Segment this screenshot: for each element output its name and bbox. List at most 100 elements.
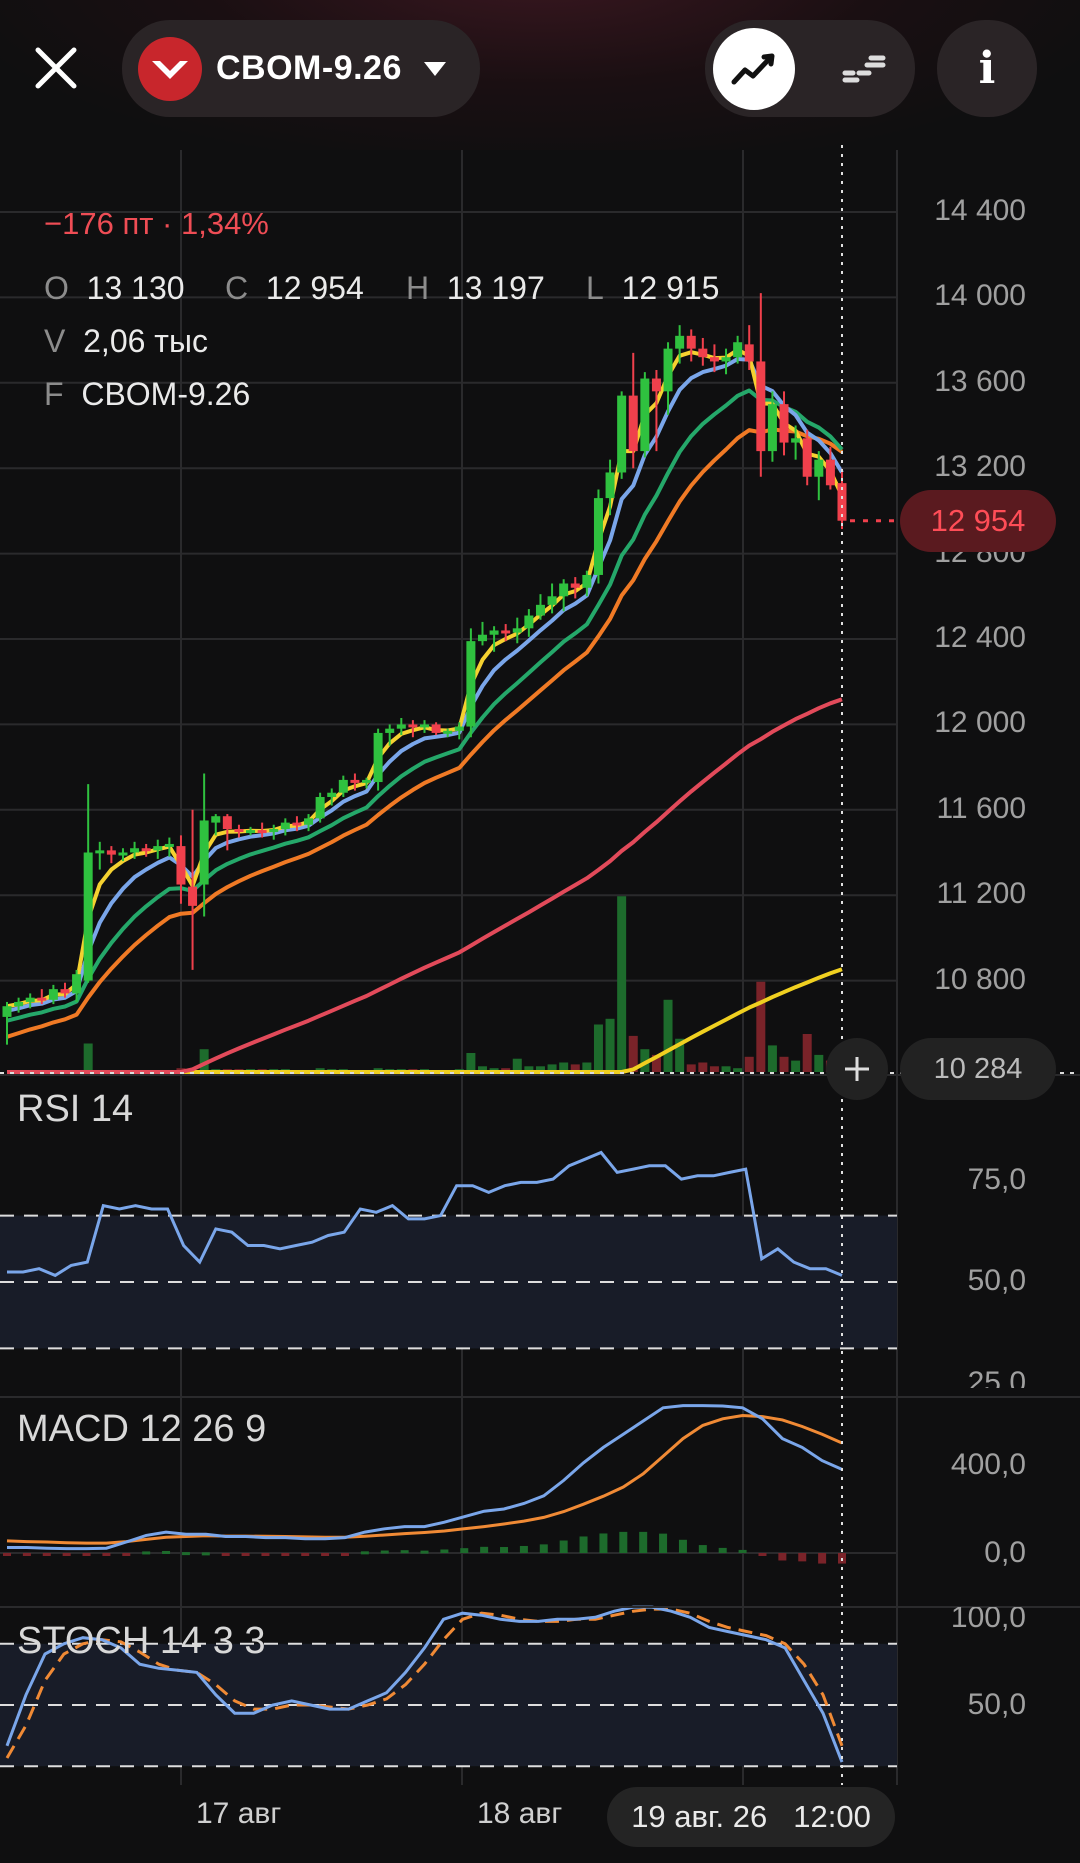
candle-body xyxy=(222,816,232,830)
candles-button[interactable] xyxy=(823,28,905,110)
candle-body xyxy=(257,830,267,834)
volume-bar xyxy=(802,1034,812,1072)
candle-body xyxy=(234,829,244,833)
volume-bar xyxy=(733,1068,743,1072)
candle-body xyxy=(744,344,754,362)
rsi-line xyxy=(7,1150,843,1278)
volume-bar xyxy=(535,1066,545,1072)
candle-body xyxy=(118,852,128,856)
low-value: 12 915 xyxy=(621,270,720,306)
macd-histogram-bar xyxy=(241,1553,250,1556)
candlestick-icon xyxy=(842,55,886,83)
close-button[interactable] xyxy=(28,40,84,96)
price-tick: 11 200 xyxy=(936,877,1026,911)
volume-bar xyxy=(199,1049,209,1072)
rsi-band xyxy=(0,1215,897,1349)
macd-title: MACD 12 26 9 xyxy=(17,1408,267,1450)
price-tick: 13 600 xyxy=(934,364,1026,398)
macd-histogram-bar xyxy=(62,1553,71,1556)
macd-histogram-bar xyxy=(360,1551,369,1555)
macd-histogram-bar xyxy=(162,1550,171,1554)
line-chart-button[interactable] xyxy=(713,28,795,110)
macd-histogram-bar xyxy=(3,1553,11,1556)
macd-histogram-bar xyxy=(778,1553,787,1561)
macd-histogram-bar xyxy=(539,1544,548,1553)
min-price-tag: 10 284 xyxy=(900,1038,1056,1100)
stoch-k-line xyxy=(5,1605,844,1763)
add-indicator-button[interactable] xyxy=(826,1038,888,1100)
candle-body xyxy=(779,404,789,443)
candle-body xyxy=(825,459,835,486)
candle-body xyxy=(338,779,348,793)
candle-body xyxy=(443,730,453,734)
close-icon xyxy=(35,47,77,89)
candle-body xyxy=(767,404,777,452)
time-label-17: 17 авг xyxy=(196,1797,282,1830)
candle-body xyxy=(141,848,151,852)
stoch-title: STOCH 14 3 3 xyxy=(17,1620,266,1662)
macd-histogram-bar xyxy=(698,1545,707,1553)
volume-bar xyxy=(709,1066,719,1072)
macd-histogram-bar xyxy=(42,1553,51,1556)
rsi-tick-25: 25,0 xyxy=(967,1366,1026,1388)
candle-body xyxy=(559,583,569,597)
candle-body xyxy=(164,843,174,847)
volume-bar xyxy=(791,1060,801,1072)
info-button[interactable]: i xyxy=(937,20,1037,117)
stoch-panel xyxy=(0,1605,897,1768)
macd-histogram-bar xyxy=(142,1551,151,1555)
volume-value: 2,06 тыс xyxy=(83,323,208,359)
macd-histogram-bar xyxy=(261,1553,270,1556)
cursor-date: 19 авг. 26 xyxy=(631,1799,768,1834)
close-readout: C 12 954 xyxy=(225,270,364,306)
stoch-tick-100: 100,0 xyxy=(950,1607,1026,1634)
candle-body xyxy=(733,342,743,358)
rsi-title: RSI 14 xyxy=(17,1088,134,1130)
future-value: CBOM-9.26 xyxy=(81,376,251,412)
candle-body xyxy=(246,830,256,834)
candle-body xyxy=(304,818,314,825)
candle-body xyxy=(106,850,116,855)
candle-body xyxy=(709,357,719,362)
price-tick: 13 200 xyxy=(934,450,1026,484)
candle-body xyxy=(95,850,105,854)
candle-body xyxy=(512,628,522,633)
candle-body xyxy=(721,357,731,362)
candle-body xyxy=(651,378,661,392)
chart-type-toggle xyxy=(705,20,915,117)
macd-histogram-bar xyxy=(82,1553,91,1556)
low-readout: L 12 915 xyxy=(586,270,720,306)
volume-bar xyxy=(756,981,766,1072)
candle-body xyxy=(535,604,545,616)
candle-body xyxy=(269,829,279,833)
candle-body xyxy=(72,974,82,994)
candle-body xyxy=(477,634,487,642)
macd-histogram-bar xyxy=(639,1531,648,1553)
candle-body xyxy=(130,848,140,853)
chevron-down-icon xyxy=(423,61,446,76)
volume-bar xyxy=(698,1062,708,1072)
candle-body xyxy=(14,1001,24,1007)
cursor-time-pill: 19 авг. 26 12:00 xyxy=(607,1787,895,1847)
candle-body xyxy=(640,378,650,452)
macd-histogram-bar xyxy=(738,1549,747,1553)
macd-histogram-bar xyxy=(460,1548,469,1553)
candle-body xyxy=(176,846,186,885)
macd-histogram-bar xyxy=(480,1546,489,1553)
macd-histogram-bar xyxy=(181,1552,190,1556)
candle-body xyxy=(547,596,557,605)
volume-bar xyxy=(779,1056,789,1072)
stoch-d-line xyxy=(5,1607,844,1759)
volume-bar xyxy=(686,1064,696,1072)
close-value: 12 954 xyxy=(265,270,364,306)
candle-body xyxy=(605,472,615,499)
macd-signal-line xyxy=(6,1413,843,1545)
ticker-selector[interactable]: CBOM-9.26 xyxy=(122,20,480,117)
volume-bar xyxy=(721,1066,731,1072)
macd-histogram-bar xyxy=(321,1553,330,1556)
high-value: 13 197 xyxy=(446,270,545,306)
price-tick: 14 400 xyxy=(934,194,1026,227)
macd-histogram-bar xyxy=(201,1552,210,1556)
candle-body xyxy=(280,822,290,830)
